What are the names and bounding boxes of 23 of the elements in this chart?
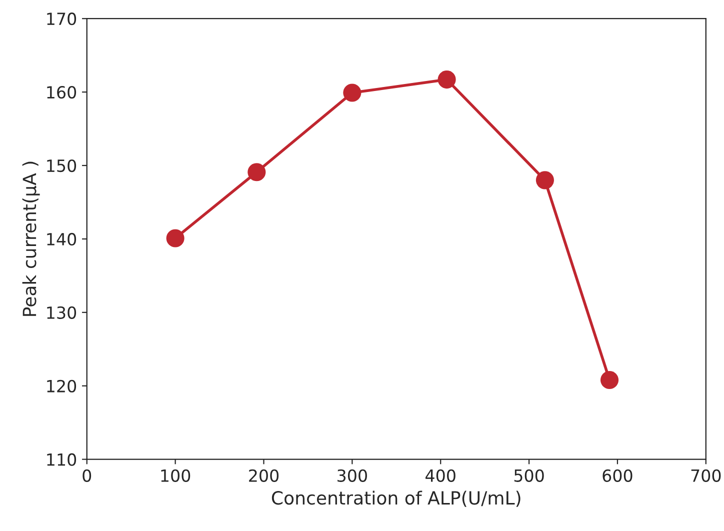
x-tick-label: 200 [249,469,279,482]
x-tick-label: 300 [338,469,367,482]
point [438,70,456,89]
point [600,370,619,390]
point [343,84,362,102]
x-tick-label: 0 [82,469,92,482]
x-tick-label: 500 [514,469,544,482]
y-tick-label: 130 [47,306,76,319]
x-axis-title: Concentration of ALP(U/mL) [272,490,520,507]
y-tick-label: 170 [47,12,76,26]
y-axis-title: Peak current(μA ) [22,162,40,316]
x-tick-label: 100 [161,469,190,482]
y-tick-label: 110 [47,453,76,466]
point [166,229,184,248]
y-tick-label: 140 [47,232,76,246]
y-tick-label: 150 [47,159,76,172]
y-tick-label: 120 [47,380,76,392]
x-tick-label: 400 [426,469,456,482]
y-tick-label: 160 [47,86,76,99]
x-tick-label: 700 [691,469,721,482]
x-tick-label: 600 [602,469,632,482]
point [248,163,266,182]
point [536,171,554,190]
